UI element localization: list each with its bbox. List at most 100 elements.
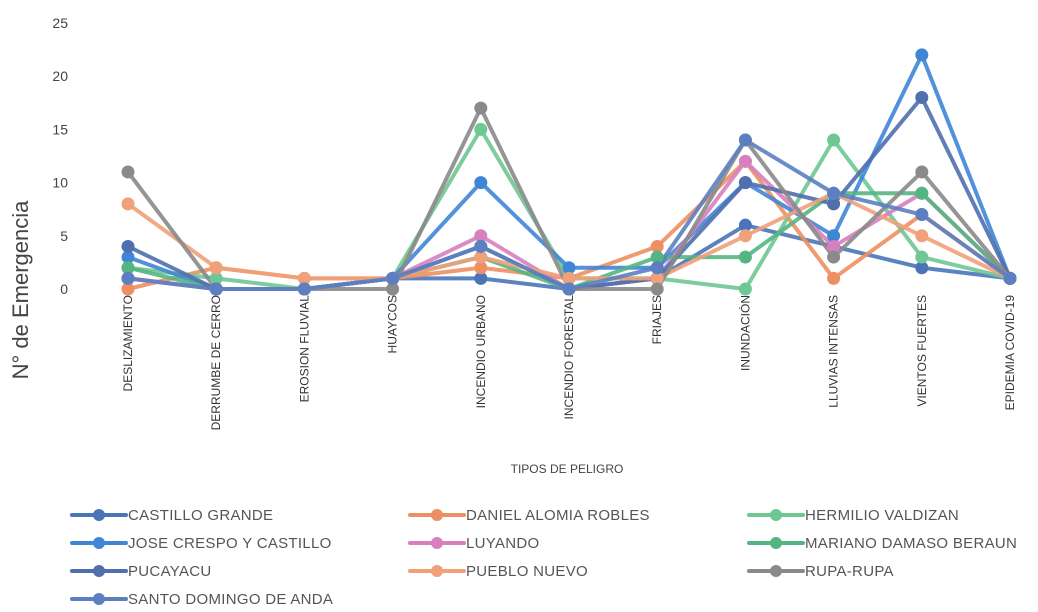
data-point	[474, 239, 488, 253]
data-point	[562, 271, 576, 285]
y-tick-label: 15	[52, 121, 68, 137]
legend-swatch	[747, 560, 805, 582]
legend-swatch	[408, 560, 466, 582]
data-point	[738, 282, 752, 296]
legend-label: PUCAYACU	[128, 562, 212, 580]
data-point	[209, 261, 223, 275]
legend-item: JOSE CRESPO Y CASTILLO	[70, 532, 332, 554]
data-point	[738, 176, 752, 190]
legend-label: RUPA-RUPA	[805, 562, 894, 580]
x-tick-label: LLUVIAS INTENSAS	[827, 295, 841, 408]
legend-label: LUYANDO	[466, 534, 540, 552]
data-point	[650, 261, 664, 275]
data-point	[915, 90, 929, 104]
data-point	[474, 229, 488, 243]
y-tick-label: 5	[60, 228, 68, 244]
data-point	[915, 208, 929, 222]
data-point	[474, 250, 488, 264]
y-tick-label: 10	[52, 175, 68, 191]
data-point	[738, 250, 752, 264]
y-axis-title: N° de Emergencia	[8, 200, 33, 380]
x-tick-label: DESLIZAMIENTO	[121, 295, 135, 391]
legend-swatch	[70, 560, 128, 582]
data-point	[386, 282, 400, 296]
data-point	[209, 271, 223, 285]
legend-item: RUPA-RUPA	[747, 560, 894, 582]
data-point	[827, 229, 841, 243]
data-point	[474, 122, 488, 136]
series-line	[126, 52, 1012, 291]
data-point	[121, 165, 135, 179]
x-tick-label: EPIDEMIA COVID-19	[1003, 295, 1017, 411]
data-point	[562, 261, 576, 275]
y-tick-label: 25	[52, 15, 68, 31]
series-points	[121, 48, 1017, 296]
data-point	[738, 133, 752, 147]
data-point	[650, 271, 664, 285]
legend-label: SANTO DOMINGO DE ANDA	[128, 590, 334, 608]
legend-item: PUCAYACU	[70, 560, 212, 582]
data-point	[297, 282, 311, 296]
legend-swatch	[70, 532, 128, 554]
x-tick-label: VIENTOS FUERTES	[915, 295, 929, 407]
chart-legend: CASTILLO GRANDE DANIEL ALOMIA ROBLES HERMI…	[70, 504, 1038, 612]
data-point	[650, 282, 664, 296]
legend-item: SANTO DOMINGO DE ANDA	[70, 588, 333, 610]
data-point	[915, 261, 929, 275]
data-point	[915, 165, 929, 179]
legend-label: CASTILLO GRANDE	[128, 506, 274, 524]
legend-swatch	[408, 504, 466, 526]
line-chart: 0 5 10 15 20 25 DESLIZAMIENTO DERRUMBE DE CERR…	[8, 15, 1017, 476]
data-point	[209, 282, 223, 296]
legend-item: DANIEL ALOMIA ROBLES	[408, 504, 650, 526]
data-point	[474, 176, 488, 190]
data-point	[474, 101, 488, 115]
data-point	[915, 250, 929, 264]
data-point	[121, 239, 135, 253]
legend-item: PUEBLO NUEVO	[408, 560, 588, 582]
data-point	[915, 48, 929, 62]
data-point	[650, 239, 664, 253]
data-point	[121, 282, 135, 296]
legend-swatch	[70, 588, 128, 610]
x-tick-label: HUAYCOS	[386, 295, 400, 353]
legend-label: JOSE CRESPO Y CASTILLO	[128, 534, 332, 552]
data-point	[650, 250, 664, 264]
data-point	[738, 218, 752, 232]
data-point	[827, 197, 841, 211]
legend-item: HERMILIO VALDIZAN	[747, 504, 959, 526]
data-point	[827, 271, 841, 285]
x-axis-title: TIPOS DE PELIGRO	[511, 462, 624, 476]
data-point	[474, 261, 488, 275]
data-point	[915, 229, 929, 243]
data-point	[738, 154, 752, 168]
data-point	[1003, 271, 1017, 285]
legend-label: PUEBLO NUEVO	[466, 562, 588, 580]
x-axis-category-labels: DESLIZAMIENTO DERRUMBE DE CERRO EROSION FL…	[121, 295, 1017, 431]
legend-item: LUYANDO	[408, 532, 540, 554]
data-point	[562, 282, 576, 296]
data-point	[121, 261, 135, 275]
x-tick-label: DERRUMBE DE CERRO	[209, 295, 223, 430]
data-point	[827, 250, 841, 264]
x-tick-label: INCENDIO FORESTAL	[562, 295, 576, 420]
legend-swatch	[747, 504, 805, 526]
data-point	[915, 186, 929, 200]
data-point	[121, 197, 135, 211]
legend-label: HERMILIO VALDIZAN	[805, 506, 960, 524]
data-point	[827, 133, 841, 147]
legend-item: CASTILLO GRANDE	[70, 504, 273, 526]
data-point	[474, 271, 488, 285]
x-tick-label: EROSION FLUVIAL	[297, 295, 311, 403]
legend-swatch	[408, 532, 466, 554]
data-point	[121, 271, 135, 285]
y-axis-ticks: 0 5 10 15 20 25	[52, 15, 68, 297]
data-point	[121, 250, 135, 264]
data-point	[738, 229, 752, 243]
x-tick-label: FRIAJES	[650, 295, 664, 344]
legend-item: MARIANO DAMASO BERAUN	[747, 532, 1017, 554]
x-tick-label: INCENDIO URBANO	[474, 295, 488, 408]
legend-swatch	[70, 504, 128, 526]
series-lines	[126, 52, 1012, 291]
x-tick-label: INUNDACIÓN	[737, 295, 752, 371]
